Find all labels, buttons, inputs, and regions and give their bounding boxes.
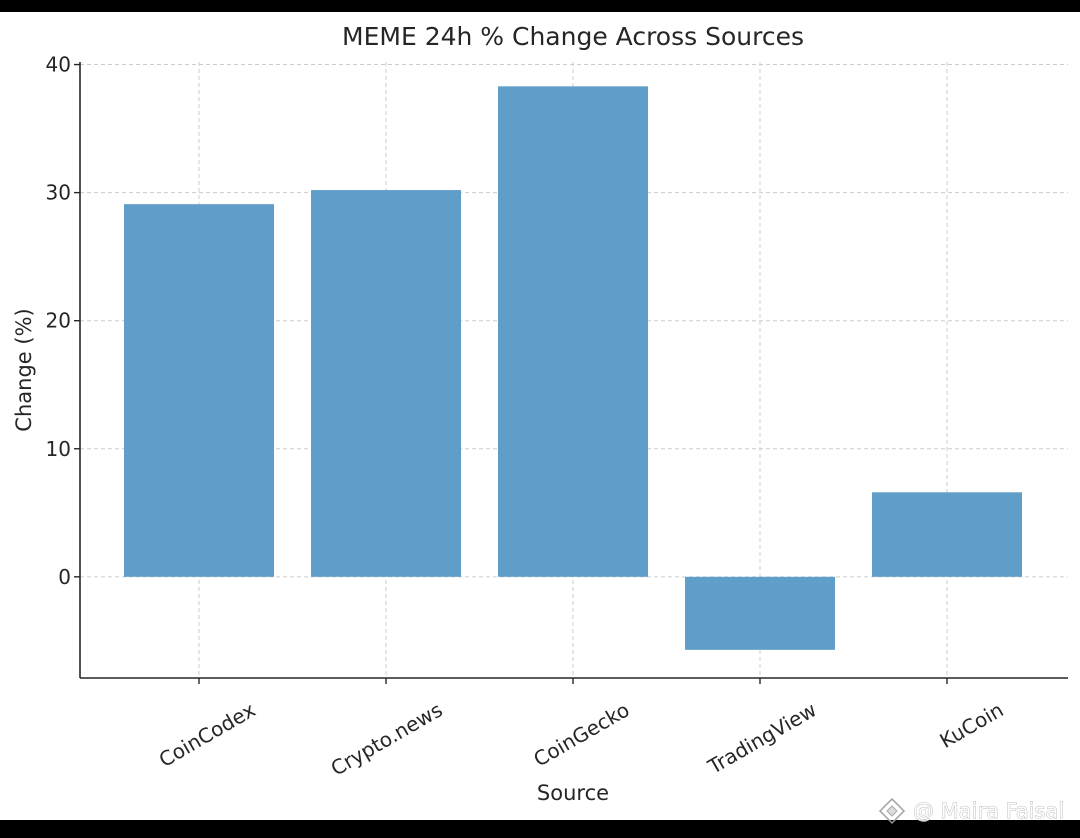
x-tick-label: CoinGecko bbox=[529, 698, 633, 772]
y-tick-label: 0 bbox=[58, 565, 71, 589]
watermark: @ Maira Faisal bbox=[878, 797, 1065, 825]
watermark-text: @ Maira Faisal bbox=[913, 799, 1064, 823]
bar-kucoin bbox=[872, 492, 1022, 577]
y-tick-label: 30 bbox=[46, 181, 71, 205]
x-ticks: CoinCodex Crypto.news CoinGecko TradingView… bbox=[155, 678, 1008, 781]
binance-diamond-icon bbox=[878, 797, 906, 825]
axes bbox=[79, 62, 1068, 679]
x-tick-label: KuCoin bbox=[936, 698, 1008, 753]
chart-title: MEME 24h % Change Across Sources bbox=[342, 22, 804, 51]
bar-tradingview bbox=[685, 576, 835, 650]
y-tick-label: 40 bbox=[46, 53, 71, 77]
y-axis-label: Change (%) bbox=[12, 308, 36, 431]
x-tick-label: CoinCodex bbox=[155, 697, 260, 771]
bar-crypto-news bbox=[311, 190, 461, 577]
y-tick-label: 20 bbox=[46, 309, 71, 333]
x-axis-label: Source bbox=[537, 781, 609, 805]
y-ticks: 0 10 20 30 40 bbox=[46, 53, 80, 589]
y-tick-label: 10 bbox=[46, 437, 71, 461]
bar-coingecko bbox=[498, 86, 648, 577]
x-tick-label: Crypto.news bbox=[327, 698, 447, 781]
bar-coincodex bbox=[124, 204, 274, 577]
bars bbox=[124, 86, 1022, 650]
x-tick-label: TradingView bbox=[703, 698, 821, 780]
